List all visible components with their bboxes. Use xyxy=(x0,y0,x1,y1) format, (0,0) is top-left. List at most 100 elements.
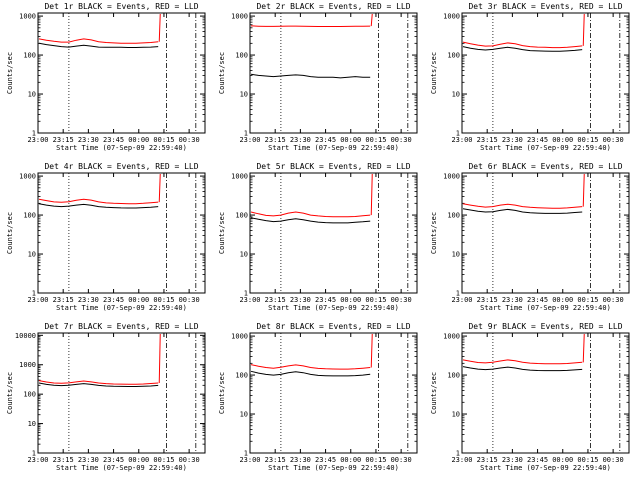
x-tick-label: 00:15 xyxy=(153,296,174,304)
y-tick-label: 10 xyxy=(452,251,460,259)
y-axis-label: Counts/sec xyxy=(430,372,438,414)
y-tick-label: 10 xyxy=(28,91,36,99)
y-tick-label: 1 xyxy=(456,450,460,458)
x-tick-label: 23:15 xyxy=(53,456,74,464)
series-lld-spike xyxy=(582,333,585,363)
x-tick-label: 00:00 xyxy=(340,296,361,304)
panel-title: Det 3r BLACK = Events, RED = LLD xyxy=(468,2,622,11)
x-tick-label: 23:30 xyxy=(78,456,99,464)
x-tick-label: 00:15 xyxy=(577,296,598,304)
series-events-line xyxy=(38,382,159,387)
x-tick-label: 00:00 xyxy=(128,136,149,144)
series-lld-spike xyxy=(370,333,373,368)
series-events-line xyxy=(250,370,371,377)
axes-frame xyxy=(461,332,630,454)
x-tick-label: 00:30 xyxy=(603,296,624,304)
x-tick-label: 00:30 xyxy=(603,456,624,464)
x-tick-label: 23:45 xyxy=(103,296,124,304)
x-tick-label: 00:00 xyxy=(340,136,361,144)
y-axis-label: Counts/sec xyxy=(218,52,226,94)
series-events-line xyxy=(38,203,159,209)
series-lld-spike xyxy=(582,13,585,46)
axes-frame xyxy=(249,12,418,134)
series-events-line xyxy=(462,366,583,372)
panel-det-5: Det 5r BLACK = Events, RED = LLD 1 10 100 10… xyxy=(218,162,418,312)
y-tick-label: 1000 xyxy=(443,333,460,341)
x-tick-label: 23:45 xyxy=(527,456,548,464)
y-axis-label: Counts/sec xyxy=(6,52,14,94)
y-tick-label: 10 xyxy=(240,251,248,259)
x-tick-label: 23:45 xyxy=(527,296,548,304)
series-lld-line xyxy=(250,364,371,370)
y-tick-label: 1 xyxy=(456,290,460,298)
axes-frame xyxy=(461,172,630,294)
series-lld-spike xyxy=(370,13,373,27)
y-tick-label: 1 xyxy=(456,130,460,138)
series-lld-spike xyxy=(370,173,373,216)
x-tick-label: 23:00 xyxy=(239,136,260,144)
y-tick-label: 1 xyxy=(32,290,36,298)
x-tick-label: 23:30 xyxy=(290,296,311,304)
y-tick-label: 1000 xyxy=(231,333,248,341)
x-tick-label: 23:45 xyxy=(103,136,124,144)
series-events-line xyxy=(38,42,159,48)
x-tick-label: 00:15 xyxy=(577,136,598,144)
x-tick-label: 00:00 xyxy=(128,456,149,464)
x-axis-label: Start Time (07-Sep-09 22:59:40) xyxy=(56,304,187,312)
panel-det-4: Det 4r BLACK = Events, RED = LLD 1 10 100 10… xyxy=(6,162,206,312)
x-tick-label: 23:15 xyxy=(477,296,498,304)
y-tick-label: 1000 xyxy=(443,13,460,21)
y-tick-label: 1 xyxy=(244,450,248,458)
panel-det-6: Det 6r BLACK = Events, RED = LLD 1 10 100 10… xyxy=(430,162,630,312)
axes-frame xyxy=(249,172,418,294)
x-tick-label: 00:00 xyxy=(552,136,573,144)
y-tick-label: 100 xyxy=(23,391,36,399)
x-tick-label: 00:15 xyxy=(365,296,386,304)
axes-frame xyxy=(249,332,418,454)
x-tick-label: 23:00 xyxy=(239,456,260,464)
y-axis-label: Counts/sec xyxy=(6,212,14,254)
x-tick-label: 00:00 xyxy=(128,296,149,304)
y-tick-label: 1 xyxy=(244,290,248,298)
x-axis-label: Start Time (07-Sep-09 22:59:40) xyxy=(480,144,611,152)
x-tick-label: 23:00 xyxy=(451,296,472,304)
x-tick-label: 23:45 xyxy=(527,136,548,144)
panel-det-8: Det 8r BLACK = Events, RED = LLD 1 10 100 10… xyxy=(218,322,418,472)
x-tick-label: 00:00 xyxy=(552,456,573,464)
axes-frame xyxy=(461,12,630,134)
y-tick-label: 10 xyxy=(240,411,248,419)
series-lld-line xyxy=(38,198,159,205)
x-tick-label: 00:00 xyxy=(340,456,361,464)
series-lld-line xyxy=(38,380,159,385)
axes-frame xyxy=(37,172,206,294)
series-lld-spike xyxy=(582,173,585,207)
x-tick-label: 00:30 xyxy=(391,296,412,304)
axes-frame xyxy=(37,12,206,134)
x-tick-label: 23:30 xyxy=(502,456,523,464)
x-axis-label: Start Time (07-Sep-09 22:59:40) xyxy=(56,464,187,472)
panel-title: Det 6r BLACK = Events, RED = LLD xyxy=(468,162,622,171)
panel-det-7: Det 7r BLACK = Events, RED = LLD 1 10 100 10… xyxy=(6,322,206,472)
y-axis-label: Counts/sec xyxy=(218,212,226,254)
y-tick-label: 10 xyxy=(452,91,460,99)
panel-title: Det 4r BLACK = Events, RED = LLD xyxy=(44,162,198,171)
y-tick-label: 1000 xyxy=(231,13,248,21)
x-tick-label: 23:00 xyxy=(27,456,48,464)
x-tick-label: 23:30 xyxy=(78,296,99,304)
x-axis-label: Start Time (07-Sep-09 22:59:40) xyxy=(480,304,611,312)
y-tick-label: 100 xyxy=(447,52,460,60)
x-axis-label: Start Time (07-Sep-09 22:59:40) xyxy=(268,304,399,312)
panel-title: Det 7r BLACK = Events, RED = LLD xyxy=(44,322,198,331)
panel-det-1: Det 1r BLACK = Events, RED = LLD 1 10 100 10… xyxy=(6,2,206,152)
series-events-line xyxy=(462,208,583,214)
y-tick-label: 10000 xyxy=(15,332,36,340)
x-tick-label: 00:30 xyxy=(603,136,624,144)
x-axis-label: Start Time (07-Sep-09 22:59:40) xyxy=(56,144,187,152)
panel-det-2: Det 2r BLACK = Events, RED = LLD 1 10 100 10… xyxy=(218,2,418,152)
y-axis-label: Counts/sec xyxy=(218,372,226,414)
y-tick-label: 1 xyxy=(32,450,36,458)
y-tick-label: 100 xyxy=(23,212,36,220)
x-tick-label: 00:15 xyxy=(153,136,174,144)
x-tick-label: 23:00 xyxy=(27,296,48,304)
